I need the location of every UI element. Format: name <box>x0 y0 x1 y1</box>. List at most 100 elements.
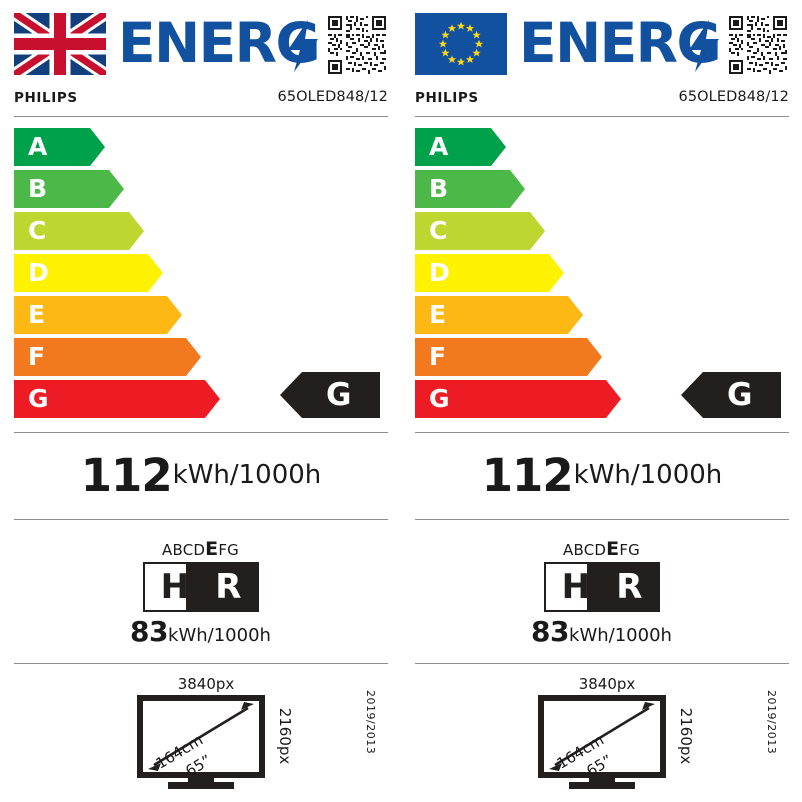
divider-above-consumption <box>14 432 388 433</box>
display-width-label: 3840px <box>178 675 235 693</box>
sdr-consumption: 112 kWh/1000h <box>415 444 789 506</box>
hdr-consumption-unit: kWh/1000h <box>168 625 271 646</box>
display-size-section: 3840px 164cm 65” 2160px <box>0 672 401 792</box>
class-bar-row: F <box>415 338 789 376</box>
label-header-uk: ENERG <box>14 11 388 78</box>
class-letter-c: C <box>28 216 47 245</box>
class-bar-row: D <box>415 254 789 292</box>
hdr-consumption-value: 83 <box>130 615 169 648</box>
hdr-scale-suffix: FG <box>619 541 640 559</box>
class-bar-row: B <box>14 170 388 208</box>
class-bar-c: C <box>14 212 388 250</box>
hdr-scale-suffix: FG <box>218 541 239 559</box>
regulation-reference: 2019/2013 <box>765 690 778 755</box>
class-bar-a-shape <box>415 128 506 166</box>
hdr-badge-text-light: R <box>616 567 642 607</box>
class-bar-d-shape <box>14 254 163 292</box>
divider-above-hdr <box>415 519 789 520</box>
class-bar-b-shape <box>14 170 124 208</box>
hdr-section: ABCDEFG HD R 83kWh/1000h <box>0 538 401 656</box>
class-bar-c-shape <box>14 212 144 250</box>
hdr-scale-active: E <box>205 538 219 560</box>
class-letter-f: F <box>429 342 447 371</box>
class-bar-e: E <box>415 296 789 334</box>
class-bar-d-shape <box>415 254 564 292</box>
class-bar-f: F <box>415 338 789 376</box>
hdr-class-scale: ABCDEFG <box>401 538 802 560</box>
class-bar-f-shape <box>14 338 201 376</box>
brand-row: PHILIPS 65OLED848/12 <box>415 89 789 112</box>
class-bar-b-shape <box>415 170 525 208</box>
hdr-badge-label: HD R <box>546 564 658 610</box>
class-bar-g-shape <box>415 380 621 418</box>
assigned-class-letter: G <box>727 377 753 413</box>
hdr-badge: HD R <box>543 562 660 612</box>
class-bar-a-shape <box>14 128 105 166</box>
hdr-scale-prefix: ABCD <box>563 541 607 559</box>
class-bar-a: A <box>14 128 388 166</box>
display-width-label: 3840px <box>579 675 636 693</box>
energ-wordmark: ENERG <box>118 11 321 75</box>
sdr-consumption: 112 kWh/1000h <box>14 444 388 506</box>
class-bar-row: F <box>14 338 388 376</box>
class-bar-f-shape <box>415 338 602 376</box>
divider-above-consumption <box>415 432 789 433</box>
divider-above-tv <box>415 663 789 664</box>
eu-flag-icon <box>415 13 507 75</box>
hdr-badge-dark-fill <box>185 564 257 610</box>
hdr-scale-prefix: ABCD <box>162 541 206 559</box>
class-bar-d: D <box>415 254 789 292</box>
divider-header <box>415 116 789 117</box>
hdr-consumption-value: 83 <box>531 615 570 648</box>
hdr-consumption: 83kWh/1000h <box>401 615 802 648</box>
class-letter-g: G <box>429 384 450 413</box>
assigned-class-letter: G <box>326 377 352 413</box>
class-letter-g: G <box>28 384 49 413</box>
brand-name: PHILIPS <box>14 90 78 106</box>
hdr-badge-dark-fill <box>586 564 658 610</box>
class-bar-row: D <box>14 254 388 292</box>
class-bar-g-shape <box>14 380 220 418</box>
model-number: 65OLED848/12 <box>678 89 789 105</box>
qr-code-icon <box>727 14 789 76</box>
brand-row: PHILIPS 65OLED848/12 <box>14 89 388 112</box>
class-bar-b: B <box>14 170 388 208</box>
class-bar-row: G <box>14 380 388 418</box>
sdr-consumption-value: 112 <box>481 448 574 502</box>
class-bar-row: C <box>14 212 388 250</box>
class-letter-b: B <box>429 174 449 203</box>
class-bar-g: G <box>415 380 789 418</box>
television-icon: 3840px 164cm 65” 2160px <box>533 672 713 790</box>
divider-header <box>14 116 388 117</box>
hdr-scale-active: E <box>606 538 620 560</box>
class-bar-row: G <box>415 380 789 418</box>
energy-class-scale: A B C <box>14 128 388 424</box>
class-letter-c: C <box>429 216 448 245</box>
lightning-bolt-icon <box>286 20 320 72</box>
class-bar-f: F <box>14 338 388 376</box>
assigned-class-badge: G <box>280 372 380 418</box>
lightning-bolt-icon <box>687 20 721 72</box>
qr-code-icon <box>326 14 388 76</box>
television-icon: 3840px 164cm 65” 2160px <box>132 672 312 790</box>
model-number: 65OLED848/12 <box>277 89 388 105</box>
energ-wordmark: ENERG <box>519 11 722 75</box>
sdr-consumption-unit: kWh/1000h <box>573 460 723 490</box>
hdr-consumption-unit: kWh/1000h <box>569 625 672 646</box>
class-bar-e-shape <box>415 296 583 334</box>
brand-name: PHILIPS <box>415 90 479 106</box>
hdr-badge: HD R <box>142 562 259 612</box>
class-bar-row: A <box>415 128 789 166</box>
class-bar-c: C <box>415 212 789 250</box>
hdr-badge-text-dark: HD <box>561 567 618 607</box>
divider-above-tv <box>14 663 388 664</box>
energy-label-panel-uk: ENERG <box>0 11 401 792</box>
class-bar-g: G <box>14 380 388 418</box>
class-bar-row: C <box>415 212 789 250</box>
hdr-badge-text-dark: HD <box>160 567 217 607</box>
class-bar-d: D <box>14 254 388 292</box>
class-bar-e: E <box>14 296 388 334</box>
class-letter-e: E <box>28 300 46 329</box>
class-letter-a: A <box>28 132 48 161</box>
